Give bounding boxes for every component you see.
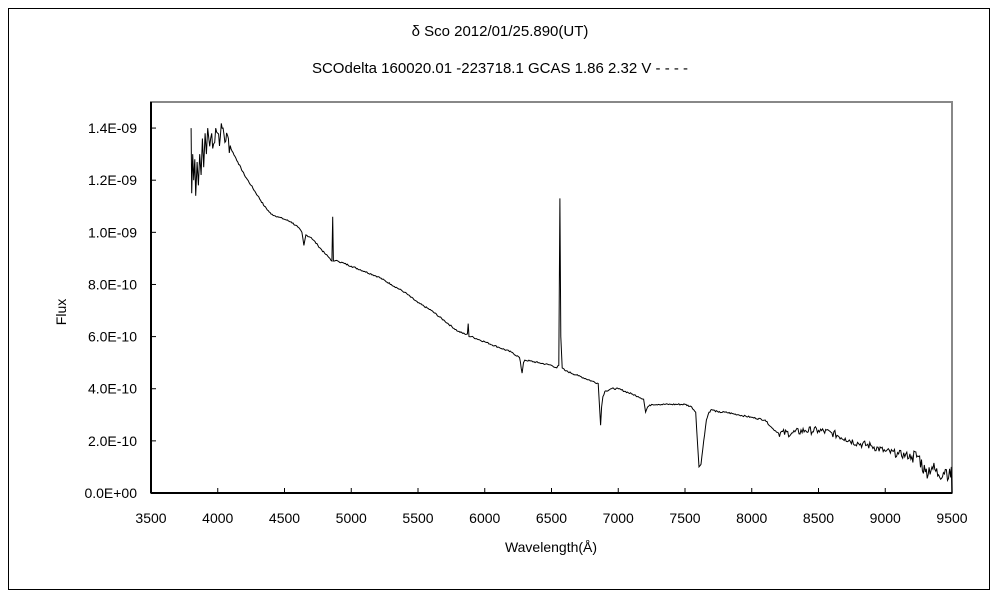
x-axis-label: Wavelength(Å)	[505, 539, 597, 555]
y-tick-label: 1.0E-09	[88, 224, 137, 240]
x-tick-label: 4500	[269, 510, 300, 526]
chart-title: δ Sco 2012/01/25.890(UT)	[411, 23, 589, 40]
x-tick-label: 9000	[870, 510, 901, 526]
x-tick-label: 8500	[803, 510, 834, 526]
y-tick-label: 6.0E-10	[88, 329, 137, 345]
chart-subtitle: SCOdelta 160020.01 -223718.1 GCAS 1.86 2…	[311, 60, 689, 77]
x-tick-label: 7000	[603, 510, 634, 526]
y-tick-label: 8.0E-10	[88, 276, 137, 292]
y-tick-label: 2.0E-10	[88, 433, 137, 449]
series-line-scodelta	[190, 123, 953, 494]
y-tick-label: 1.4E-09	[88, 120, 137, 136]
y-tick-label: 1.2E-09	[88, 172, 137, 188]
x-tick-label: 8000	[736, 510, 767, 526]
x-tick-label: 3500	[135, 510, 166, 526]
x-tick-label: 9500	[936, 510, 967, 526]
x-tick-label: 5000	[336, 510, 367, 526]
y-tick-label: 4.0E-10	[88, 381, 137, 397]
x-tick-label: 7500	[669, 510, 700, 526]
x-tick-label: 6000	[469, 510, 500, 526]
y-axis-label: Flux	[53, 299, 69, 325]
y-tick-label: 0.0E+00	[84, 485, 137, 501]
chart-frame	[8, 8, 990, 590]
x-tick-label: 5500	[402, 510, 433, 526]
x-tick-label: 6500	[536, 510, 567, 526]
x-tick-label: 4000	[202, 510, 233, 526]
